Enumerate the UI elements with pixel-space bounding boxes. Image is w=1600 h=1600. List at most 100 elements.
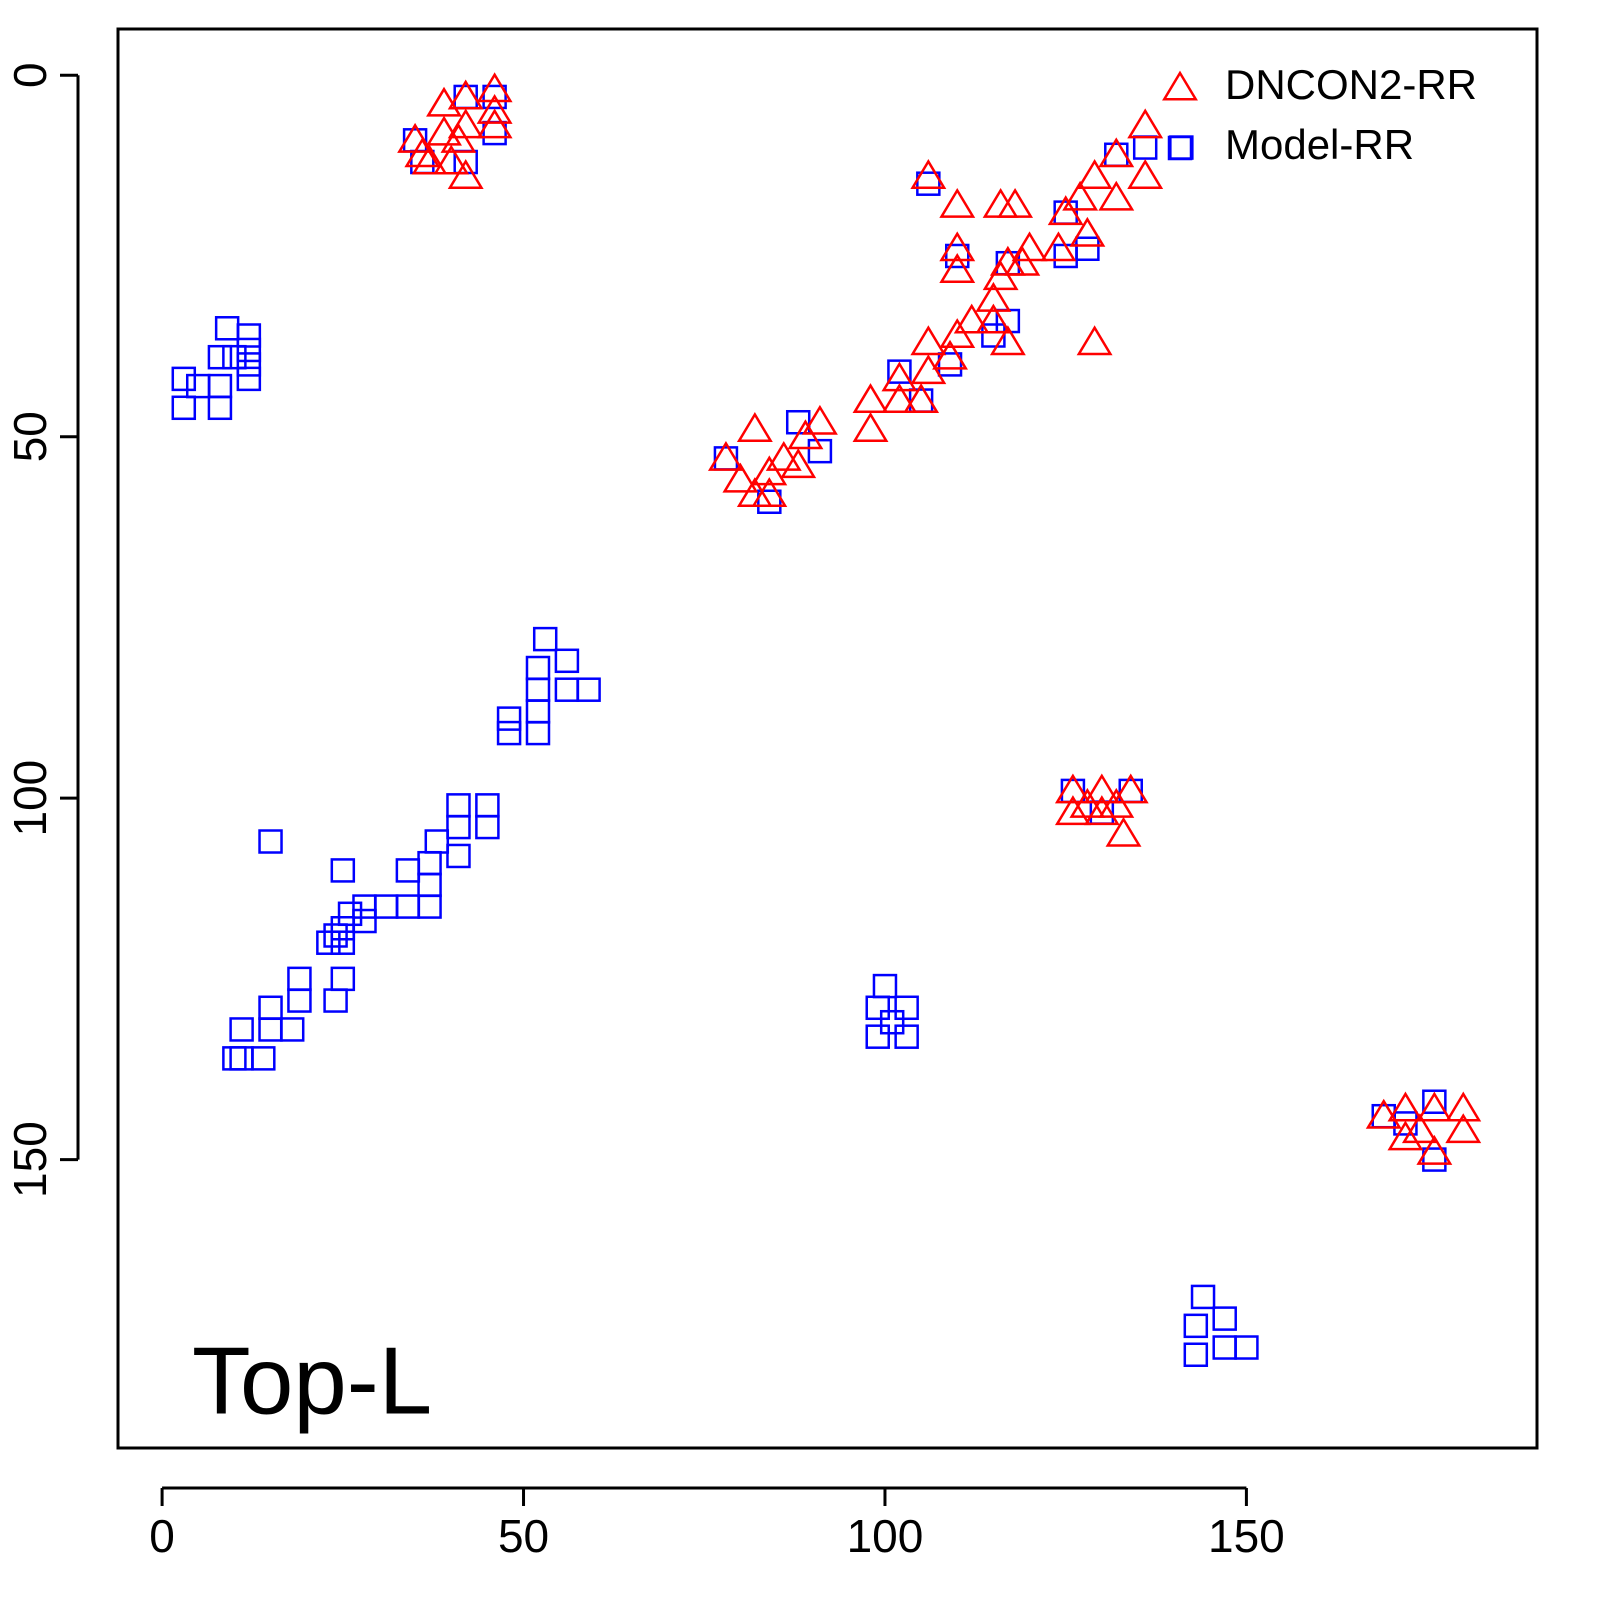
point: [236, 337, 262, 363]
point: [1234, 1335, 1259, 1360]
point: [316, 930, 341, 955]
point: [852, 412, 889, 442]
point: [1127, 159, 1164, 189]
point: [1212, 1335, 1237, 1360]
point: [525, 699, 551, 724]
x-tick-label: 100: [847, 1510, 924, 1562]
point: [236, 352, 262, 377]
point: [222, 1046, 247, 1071]
point: [236, 323, 262, 348]
point: [1387, 1120, 1424, 1151]
point: [258, 829, 283, 854]
point: [525, 720, 551, 746]
point: [207, 395, 233, 421]
point: [1212, 1306, 1237, 1331]
point: [207, 373, 233, 399]
point: [939, 253, 976, 283]
point: [476, 93, 513, 124]
point: [989, 325, 1026, 356]
point: [373, 894, 399, 919]
point: [229, 1017, 254, 1042]
point: [751, 477, 788, 508]
point: [352, 908, 377, 934]
point: [939, 187, 976, 218]
point: [171, 366, 197, 392]
point: [576, 677, 601, 702]
point: [887, 359, 912, 384]
y-tick-label: 150: [4, 1121, 56, 1198]
point: [446, 814, 471, 840]
point: [1387, 1091, 1424, 1122]
point: [807, 438, 833, 464]
point: [910, 325, 947, 356]
point: [447, 79, 484, 110]
point: [554, 648, 580, 674]
point: [352, 894, 377, 919]
y-tick-label: 50: [4, 411, 56, 462]
point: [229, 1046, 254, 1071]
point: [447, 108, 484, 139]
point: [207, 344, 233, 370]
point: [1416, 1091, 1453, 1122]
y-tick-label: 100: [4, 760, 56, 837]
legend-label: DNCON2-RR: [1225, 61, 1477, 108]
point: [1053, 243, 1078, 269]
legend-label: Model-RR: [1225, 121, 1414, 168]
point: [1069, 787, 1106, 818]
point: [496, 720, 522, 746]
point: [894, 995, 919, 1021]
point: [707, 440, 744, 471]
point: [894, 1024, 919, 1049]
point: [1445, 1113, 1482, 1144]
x-tick-label: 150: [1208, 1510, 1285, 1562]
point: [765, 440, 802, 471]
point: [323, 923, 348, 948]
point: [852, 383, 889, 414]
point: [1105, 816, 1142, 847]
y-tick-label: 0: [4, 62, 56, 88]
legend-marker: [1162, 70, 1198, 101]
point: [323, 988, 348, 1013]
point: [440, 122, 477, 153]
point: [1040, 231, 1077, 262]
point: [330, 966, 356, 992]
point: [939, 318, 976, 348]
point: [937, 352, 963, 377]
point: [395, 858, 421, 883]
point: [780, 448, 817, 479]
point: [1127, 108, 1164, 139]
point: [417, 894, 442, 919]
point: [404, 137, 441, 168]
point: [1069, 216, 1106, 247]
point: [757, 489, 782, 515]
point: [982, 260, 1019, 291]
point: [222, 344, 247, 370]
point: [330, 930, 356, 955]
point: [722, 462, 759, 493]
point: [879, 1009, 905, 1035]
point: [975, 303, 1012, 334]
point: [997, 187, 1034, 218]
point: [865, 995, 890, 1021]
point: [916, 171, 941, 196]
point: [258, 995, 283, 1021]
point: [881, 383, 918, 414]
point: [1054, 773, 1091, 804]
point: [1365, 1098, 1402, 1129]
point: [1183, 1342, 1209, 1367]
point: [1083, 795, 1120, 826]
point: [447, 159, 484, 189]
point: [939, 231, 976, 262]
plot-frame: [116, 27, 1539, 1450]
point: [865, 1024, 890, 1049]
point: [1083, 773, 1120, 804]
point: [279, 1017, 305, 1042]
point: [258, 1017, 283, 1042]
point: [496, 706, 522, 731]
point: [214, 316, 240, 341]
point: [236, 366, 262, 392]
point: [446, 793, 471, 818]
point: [424, 829, 450, 854]
